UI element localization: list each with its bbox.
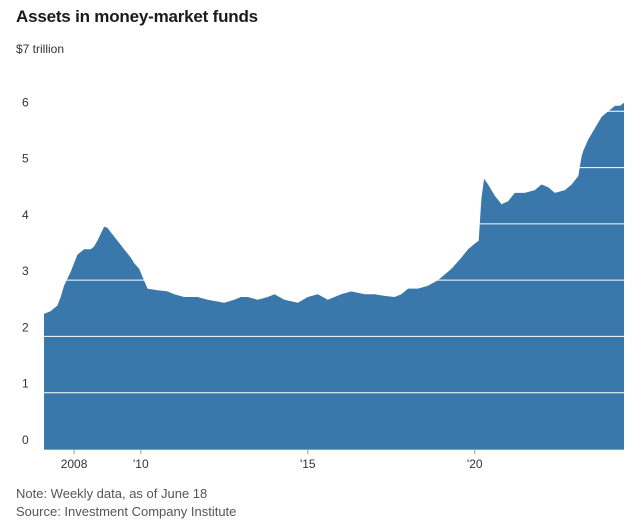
x-tick-label: 2008 xyxy=(61,457,88,471)
area-series xyxy=(44,102,624,450)
y-tick-label: 5 xyxy=(22,152,29,166)
x-tick-label: '10 xyxy=(133,457,149,471)
chart-note: Note: Weekly data, as of June 18 xyxy=(16,486,208,501)
chart-title: Assets in money-market funds xyxy=(16,7,258,26)
y-tick-label: 1 xyxy=(22,377,29,391)
chart-source: Source: Investment Company Institute xyxy=(16,504,237,519)
y-tick-label: 3 xyxy=(22,264,29,278)
y-tick-label: 0 xyxy=(22,433,29,447)
y-unit-label: $7 trillion xyxy=(16,42,64,56)
x-tick-label: '15 xyxy=(300,457,316,471)
y-tick-label: 2 xyxy=(22,320,29,334)
x-tick-label: '20 xyxy=(467,457,483,471)
y-tick-label: 6 xyxy=(22,95,29,109)
y-tick-label: 4 xyxy=(22,208,29,222)
chart-svg: 0 1 2 3 4 5 6 $7 trillion 2008 '10 '15 '20 xyxy=(16,42,624,471)
chart-area: 0 1 2 3 4 5 6 $7 trillion 2008 '10 '15 '20 xyxy=(16,42,624,471)
